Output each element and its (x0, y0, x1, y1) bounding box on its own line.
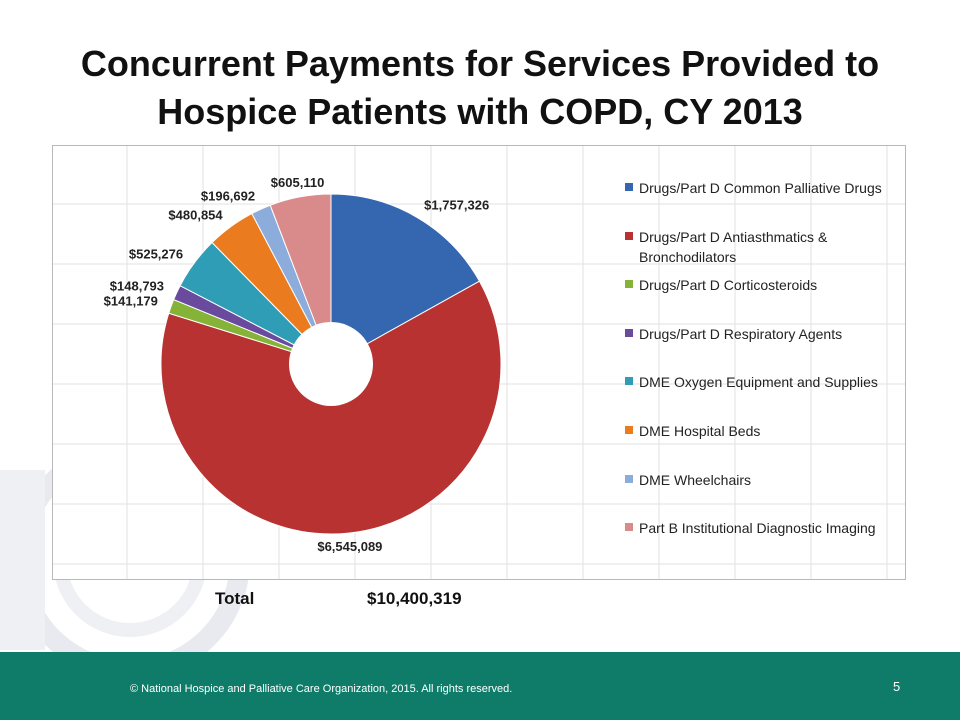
legend-swatch (625, 231, 633, 240)
data-label: $525,276 (129, 247, 183, 262)
legend-item: Drugs/Part D Corticosteroids (625, 275, 900, 324)
pie-chart: $1,757,326 $6,545,089 $141,179$148,793 $525… (53, 146, 905, 579)
legend-label: DME Hospital Beds (639, 422, 761, 439)
legend-swatch (625, 474, 633, 483)
legend-item: DME Wheelchairs (625, 470, 900, 519)
legend-label: Drugs/Part D Corticosteroids (639, 277, 818, 294)
legend-item: Drugs/Part D Respiratory Agents (625, 324, 900, 373)
legend-swatch (625, 425, 633, 434)
data-labels: $1,757,326 $6,545,089 $141,179$148,793 $525… (104, 175, 490, 554)
page-number: 5 (893, 679, 901, 694)
pie-slices (160, 193, 502, 535)
data-label: $480,854 (168, 207, 223, 222)
total-value: $10,400,319 (367, 589, 462, 608)
pie-slice (269, 193, 332, 365)
pie-slice (330, 193, 481, 365)
legend-swatch (625, 523, 633, 532)
legend-swatch (625, 183, 633, 191)
total-label: Total (215, 589, 255, 608)
data-label: $1,757,326 (424, 197, 489, 212)
legend-swatch (625, 328, 633, 337)
pie-slice (160, 280, 502, 535)
data-label: $605,110 (271, 175, 325, 190)
footer-bar (0, 652, 960, 720)
slide-title: Concurrent Payments for Services Provide… (80, 43, 880, 132)
legend-label: DME Oxygen Equipment and Supplies (639, 374, 878, 391)
legend-swatch (625, 280, 633, 289)
chart-legend: Drugs/Part D Common Palliative Drugs Drug… (625, 178, 900, 567)
legend-swatch (625, 377, 633, 386)
data-label: $196,692 (201, 188, 255, 203)
copyright-footer: © National Hospice and Palliative Care O… (130, 683, 513, 695)
data-label: $141,179 (104, 294, 158, 309)
legend-item: Drugs/Part D Common Palliative Drugs (625, 178, 900, 227)
data-label: $6,545,089 (317, 539, 382, 554)
legend-item: Drugs/Part D Antiasthmatics & Bronchodil… (625, 227, 900, 276)
legend-label: Drugs/Part D Common Palliative Drugs (639, 180, 882, 196)
legend-label: DME Wheelchairs (639, 471, 752, 488)
legend-item: Part B Institutional Diagnostic Imaging (625, 518, 900, 567)
donut-hole (289, 322, 373, 406)
legend-item: DME Oxygen Equipment and Supplies (625, 372, 900, 421)
legend-label: Drugs/Part D Respiratory Agents (639, 325, 843, 342)
chart-frame: $1,757,326 $6,545,089 $141,179 $148,793 $525… (52, 145, 906, 580)
data-label: $148,793 (110, 279, 164, 294)
legend-label: Part B Institutional Diagnostic Imaging (639, 520, 876, 537)
legend-label: Drugs/Part D Antiasthmatics & Bronchodil… (639, 228, 828, 265)
legend-item: DME Hospital Beds (625, 421, 900, 470)
